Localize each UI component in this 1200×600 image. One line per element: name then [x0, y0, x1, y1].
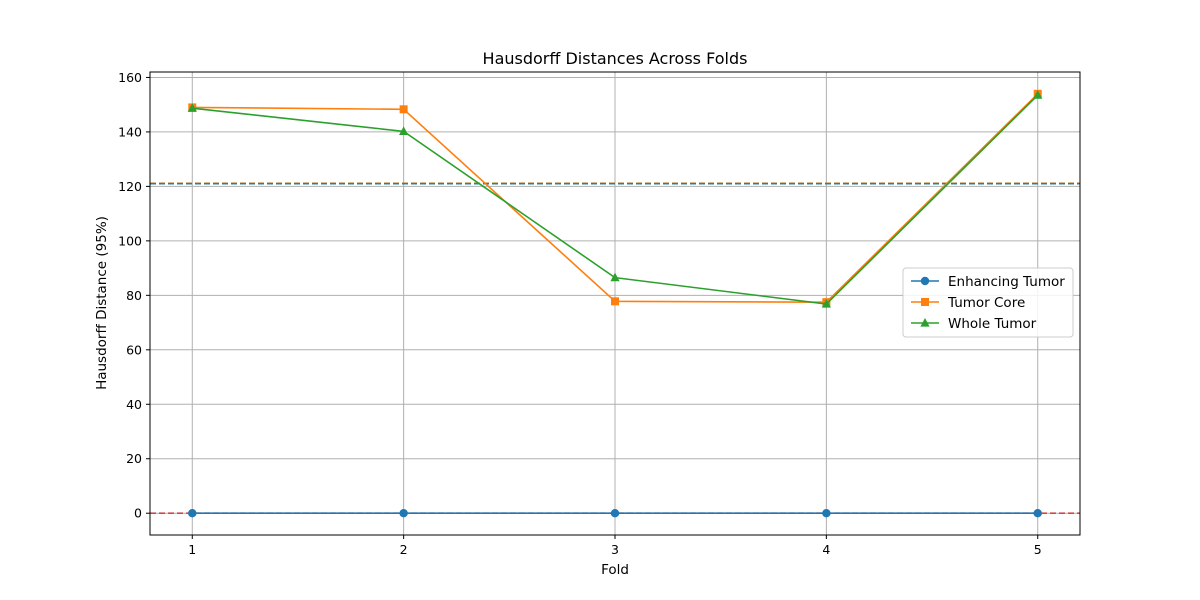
data-point [610, 509, 620, 518]
y-tick-label: 160 [118, 70, 142, 85]
y-tick-label: 100 [118, 233, 142, 248]
data-point [188, 509, 197, 518]
legend-item: Tumor Core [911, 295, 1025, 311]
x-tick-label: 5 [1034, 542, 1042, 557]
x-axis-label: Fold [601, 562, 629, 578]
y-tick-label: 60 [126, 342, 142, 357]
data-point [399, 509, 408, 518]
y-axis-label: Hausdorff Distance (95%) [94, 216, 110, 390]
data-point [821, 299, 831, 308]
data-point [610, 272, 620, 282]
data-point [1033, 90, 1043, 99]
x-tick-label: 3 [611, 542, 619, 557]
legend: Enhancing Tumor Tumor Core Whole Tumor [902, 267, 1074, 338]
legend-label: Enhancing Tumor [948, 274, 1065, 290]
legend-marker [921, 298, 929, 306]
legend-box [902, 267, 1074, 338]
data-point [187, 103, 197, 112]
legend-item: Enhancing Tumor [911, 274, 1065, 290]
x-tick-label: 4 [822, 542, 830, 557]
data-point [1033, 509, 1042, 518]
data-point [399, 105, 408, 114]
data-point [611, 297, 619, 306]
series-whole-tumor [187, 90, 1043, 308]
x-tick-label: 2 [400, 542, 408, 557]
y-tick-label: 40 [126, 397, 142, 412]
y-tick-label: 20 [126, 451, 142, 466]
series-enhancing-tumor [188, 509, 1042, 518]
data-point [399, 126, 409, 135]
legend-label: Tumor Core [947, 295, 1025, 311]
chart-title: Hausdorff Distances Across Folds [483, 49, 748, 68]
legend-marker [920, 276, 930, 286]
y-tick-label: 0 [134, 506, 142, 521]
y-tick-label: 140 [118, 124, 142, 139]
x-tick-label: 1 [188, 542, 196, 557]
y-tick-label: 80 [126, 288, 142, 303]
data-point [822, 509, 831, 518]
legend-label: Whole Tumor [948, 316, 1037, 332]
legend-marker [920, 318, 930, 327]
legend-item: Whole Tumor [911, 316, 1037, 332]
y-tick-label: 120 [118, 179, 142, 194]
